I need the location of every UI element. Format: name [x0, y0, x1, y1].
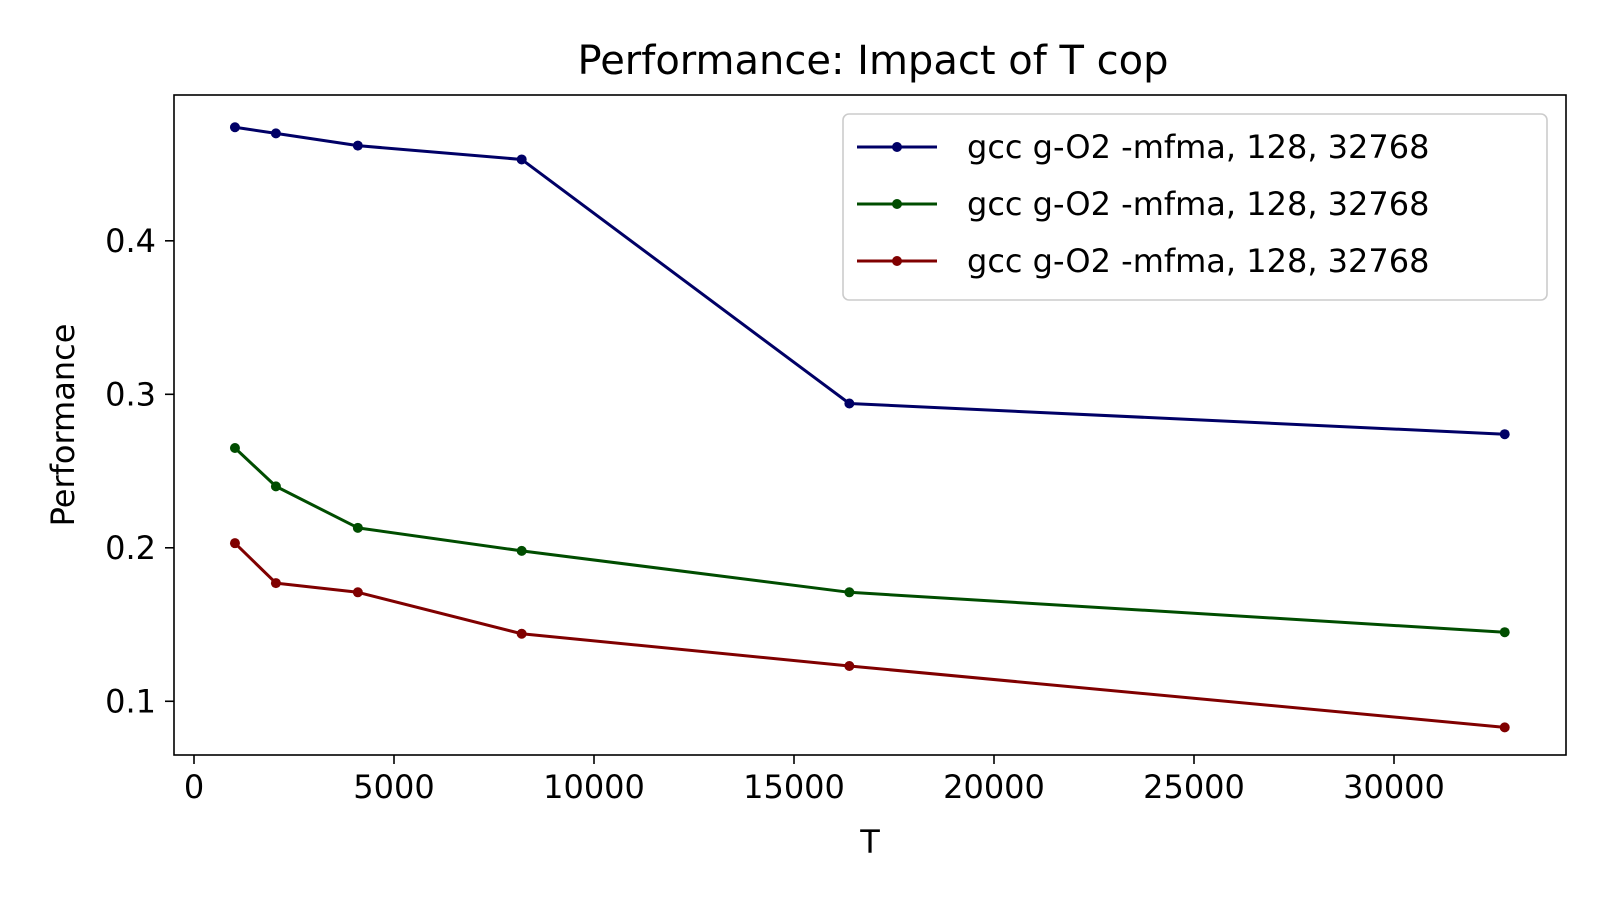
legend-marker [892, 256, 902, 266]
data-point [844, 660, 855, 671]
series-1 [229, 122, 1510, 440]
legend-entry: gcc g-O2 -mfma, 128, 32768 [857, 242, 1429, 280]
series-2 [229, 443, 1510, 638]
data-point [516, 628, 527, 639]
data-point [270, 578, 281, 589]
data-point [1499, 627, 1510, 638]
legend-marker [892, 142, 902, 152]
legend-label: gcc g-O2 -mfma, 128, 32768 [967, 128, 1429, 166]
data-point [844, 398, 855, 409]
y-tick-label: 0.1 [105, 682, 156, 720]
data-point [229, 443, 240, 454]
y-axis: 0.1 0.2 0.3 0.4 [105, 222, 174, 720]
x-axis: 0 5000 10000 15000 20000 25000 30000 [184, 755, 1445, 806]
legend-entry: gcc g-O2 -mfma, 128, 32768 [857, 185, 1429, 223]
series-line [233, 446, 1505, 634]
x-tick-label: 15000 [743, 768, 845, 806]
x-tick-label: 25000 [1143, 768, 1245, 806]
y-tick-label: 0.3 [105, 375, 156, 413]
plot-frame [173, 94, 1567, 756]
data-point [229, 122, 240, 133]
data-point [352, 522, 363, 533]
plot-area [173, 94, 1567, 756]
legend-entry: gcc g-O2 -mfma, 128, 32768 [857, 128, 1429, 166]
data-point [229, 538, 240, 549]
legend-box [842, 113, 1548, 301]
x-axis-label: T [859, 823, 880, 861]
legend-marker [892, 199, 902, 209]
x-tick-label: 20000 [943, 768, 1045, 806]
data-point [352, 140, 363, 151]
y-tick-label: 0.4 [105, 222, 156, 260]
legend: gcc g-O2 -mfma, 128, 32768 gcc g-O2 -mfma… [842, 113, 1548, 301]
x-tick-label: 5000 [353, 768, 434, 806]
x-tick-label: 10000 [543, 768, 645, 806]
x-tick-label: 0 [184, 768, 204, 806]
data-point [844, 587, 855, 598]
data-point [516, 154, 527, 165]
data-point [516, 545, 527, 556]
legend-label: gcc g-O2 -mfma, 128, 32768 [967, 242, 1429, 280]
data-point [270, 128, 281, 139]
series-layer [229, 122, 1510, 733]
series-line [234, 125, 1505, 436]
chart-title: Performance: Impact of T cop [578, 38, 1169, 84]
x-tick-label: 30000 [1343, 768, 1445, 806]
y-tick-label: 0.2 [105, 529, 156, 567]
legend-label: gcc g-O2 -mfma, 128, 32768 [967, 185, 1429, 223]
y-axis-label: Performance [44, 324, 82, 527]
data-point [352, 587, 363, 598]
data-point [270, 481, 281, 492]
data-point [1499, 429, 1510, 440]
data-point [1499, 722, 1510, 733]
series-3 [229, 538, 1510, 733]
series-line [233, 542, 1505, 729]
